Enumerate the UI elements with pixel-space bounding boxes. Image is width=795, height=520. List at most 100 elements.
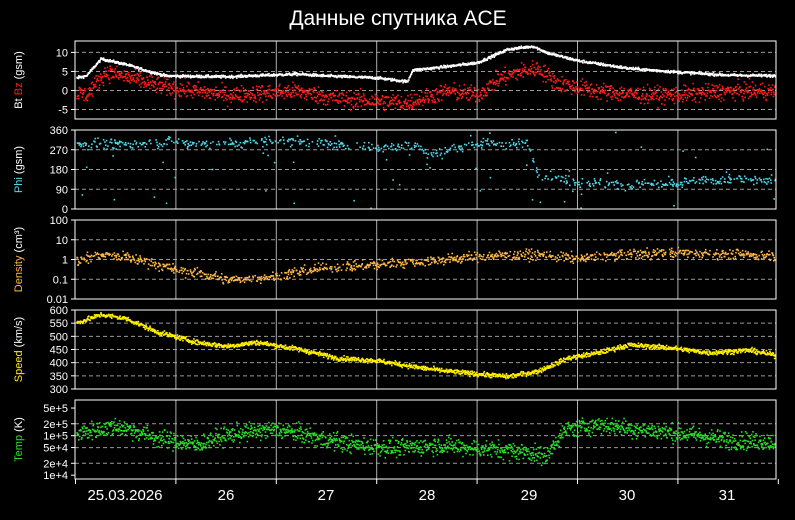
data-point — [287, 273, 290, 276]
data-point — [348, 147, 350, 150]
data-point — [516, 70, 518, 72]
data-point — [193, 142, 195, 144]
data-point — [617, 251, 620, 253]
data-point — [518, 138, 520, 140]
data-point — [605, 256, 608, 258]
data-point — [655, 183, 658, 185]
data-point — [714, 252, 717, 254]
data-point — [291, 269, 294, 271]
data-point — [765, 255, 768, 257]
data-point — [131, 255, 134, 257]
data-point — [166, 143, 168, 146]
data-point — [766, 178, 769, 180]
data-point — [650, 98, 652, 101]
data-point — [376, 76, 379, 79]
data-point — [701, 256, 703, 259]
data-point — [578, 60, 580, 62]
data-point — [413, 101, 416, 104]
data-point — [253, 74, 255, 77]
data-point — [523, 256, 526, 258]
data-point — [424, 68, 426, 71]
data-point — [149, 87, 151, 90]
data-point — [579, 87, 581, 89]
data-point — [520, 74, 522, 77]
data-point — [632, 186, 635, 188]
data-point — [495, 144, 497, 146]
data-point — [255, 101, 257, 103]
data-point — [88, 256, 91, 258]
data-point — [355, 102, 358, 105]
data-point — [609, 88, 611, 90]
data-point — [521, 146, 524, 149]
data-point — [465, 97, 468, 99]
data-point — [407, 80, 409, 83]
data-point — [178, 94, 180, 96]
data-point — [582, 84, 584, 86]
data-point — [85, 166, 88, 169]
data-point — [340, 75, 343, 77]
data-point — [501, 51, 503, 54]
data-point — [200, 74, 203, 77]
data-point — [129, 259, 132, 261]
data-point — [101, 76, 103, 79]
data-point — [313, 96, 316, 99]
data-point — [312, 73, 314, 76]
data-point — [158, 72, 160, 75]
data-point — [293, 267, 296, 269]
data-point — [87, 73, 89, 76]
data-point — [631, 188, 634, 190]
data-point — [740, 75, 743, 77]
data-point — [751, 81, 754, 83]
data-point — [511, 70, 513, 73]
data-point — [393, 78, 396, 80]
data-point — [589, 185, 591, 187]
data-point — [233, 96, 235, 99]
data-point — [541, 253, 544, 255]
data-point — [256, 75, 258, 78]
data-point — [187, 89, 189, 92]
data-point — [676, 95, 678, 97]
data-point — [771, 252, 774, 254]
data-point — [733, 87, 735, 90]
data-point — [473, 63, 476, 65]
data-point — [597, 87, 600, 89]
data-point — [126, 252, 129, 254]
data-point — [299, 139, 301, 141]
data-point — [579, 88, 582, 91]
data-point — [324, 95, 327, 97]
data-point — [292, 270, 295, 272]
data-point — [493, 258, 495, 260]
data-point — [662, 249, 665, 251]
data-point — [390, 145, 393, 147]
data-point — [512, 47, 515, 50]
data-point — [197, 76, 199, 79]
data-point — [604, 89, 607, 91]
data-point — [304, 89, 307, 92]
data-point — [630, 90, 633, 92]
data-point — [742, 100, 745, 102]
data-point — [78, 98, 80, 100]
data-point — [276, 95, 279, 97]
data-point — [336, 148, 339, 151]
data-point — [431, 154, 433, 156]
data-point — [396, 259, 399, 261]
data-point — [666, 92, 668, 94]
data-point — [251, 94, 254, 97]
data-point — [418, 68, 421, 71]
data-point — [116, 141, 119, 144]
data-point — [478, 62, 480, 65]
data-point — [468, 257, 471, 260]
data-point — [694, 182, 696, 184]
data-point — [193, 84, 196, 87]
data-point — [458, 85, 461, 87]
data-point — [690, 250, 692, 253]
data-point — [653, 251, 656, 254]
data-point — [547, 178, 549, 180]
data-point — [412, 103, 414, 105]
data-point — [517, 47, 519, 49]
data-point — [329, 93, 331, 96]
data-point — [618, 94, 621, 97]
data-point — [415, 262, 418, 264]
data-point — [401, 263, 403, 265]
data-point — [378, 266, 380, 269]
